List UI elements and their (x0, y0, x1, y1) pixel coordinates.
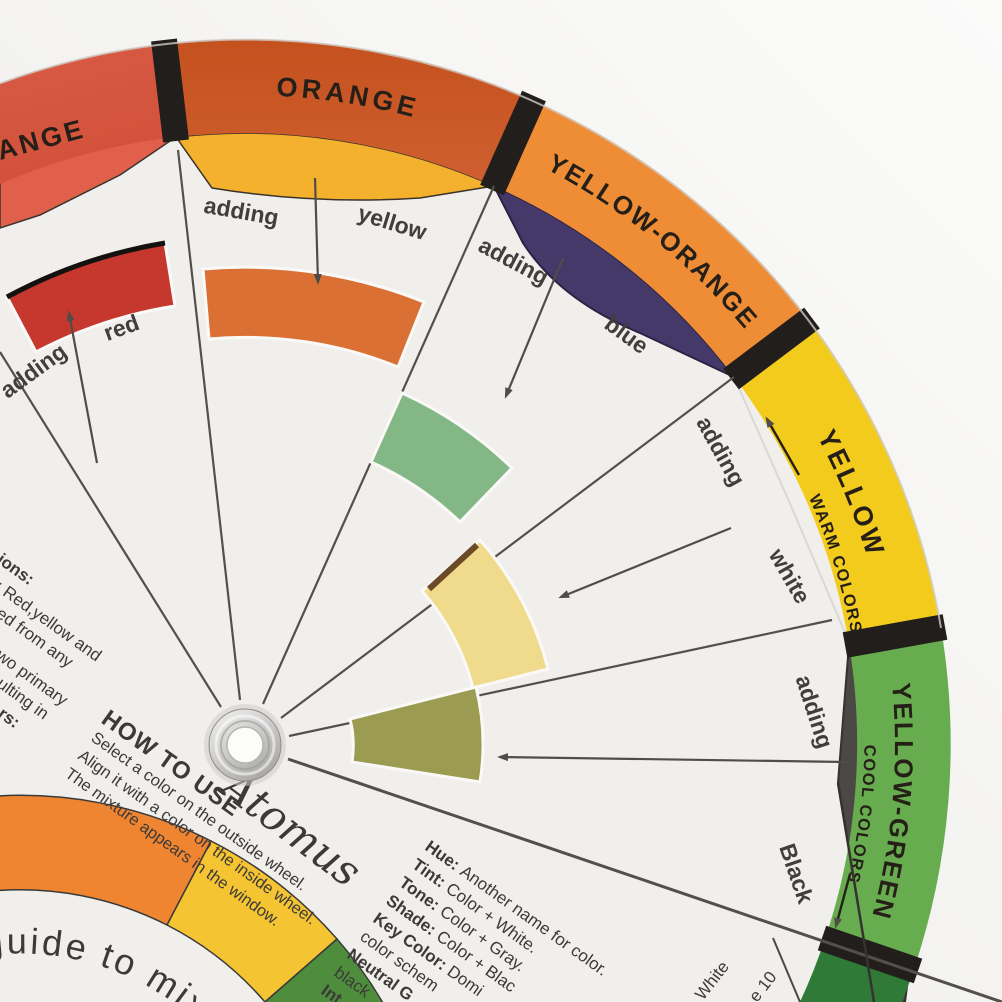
mixing-guide-band (0, 794, 384, 1002)
arrow-adding-white (558, 526, 732, 599)
window-olive (348, 685, 485, 784)
rim-edge (0, 38, 942, 629)
top-disc (0, 132, 858, 1002)
outer-ring: ORANGE YELLOW-ORANGE YELLOW YELLOW-GREEN… (0, 38, 951, 1002)
window-green (369, 391, 515, 525)
inner-wheel-amber-glimpse (174, 132, 497, 201)
mix-windows (4, 241, 550, 784)
window-yellow-dark-sliver (426, 542, 480, 592)
ring-segment-red-orange (0, 44, 176, 185)
arrow-adding-red (66, 310, 99, 464)
warm-colors-arrow (765, 416, 801, 476)
value-scale-divider (772, 937, 801, 1002)
disc-edge-faint (733, 376, 850, 643)
ring-segment-orange (165, 39, 532, 186)
ring-segment-yellow-orange (494, 100, 809, 377)
window-orange (201, 265, 426, 369)
ring-segment-yellow (734, 320, 941, 644)
arrow-adding-black (497, 753, 847, 764)
sector-arrows (66, 177, 847, 764)
ring-segment-yellow-green (825, 628, 951, 969)
mixing-band-green (263, 937, 384, 1002)
ring-segment-green (799, 939, 914, 1002)
window-red-top-edge (5, 240, 166, 300)
grommet (204, 704, 286, 786)
cool-colors-arrow (834, 873, 852, 929)
disc-edge-line (836, 782, 876, 1002)
window-pale-yellow (419, 537, 550, 690)
arrow-adding-blue (504, 257, 565, 399)
arrow-adding-yellow (313, 177, 322, 285)
ring-separators (151, 38, 948, 984)
